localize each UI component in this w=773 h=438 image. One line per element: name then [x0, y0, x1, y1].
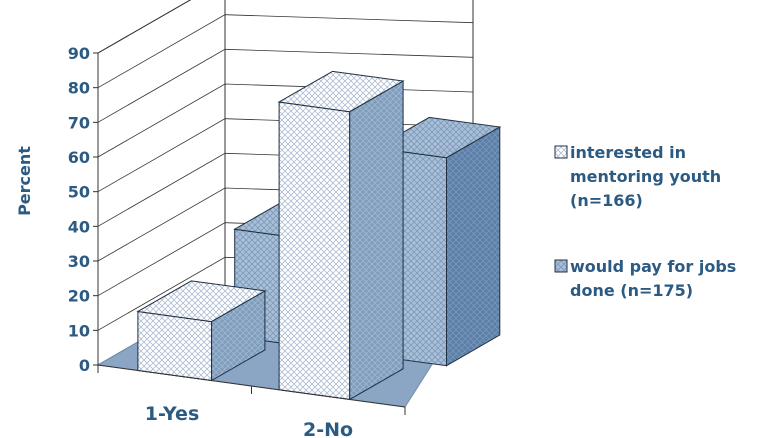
gridline — [97, 14, 474, 89]
axes — [93, 52, 406, 415]
y-tick-label: 60 — [68, 148, 90, 167]
bar-1-2-no — [277, 70, 405, 401]
bar-front-face — [137, 310, 213, 382]
bar-top-face — [374, 116, 502, 159]
y-tick-label: 40 — [68, 217, 90, 236]
legend-swatch — [554, 145, 568, 159]
bar-1-1-yes — [136, 280, 267, 382]
bar-side-face — [349, 80, 404, 401]
y-axis-label: Percent — [15, 146, 34, 216]
y-tick-label: 70 — [68, 113, 90, 132]
bars — [136, 70, 502, 401]
legend-label: (n=166) — [570, 191, 643, 210]
x-tick-label: 2-No — [303, 419, 353, 438]
legend-item: interested in mentoring youth (n=166) — [554, 143, 721, 210]
y-tick-label: 10 — [68, 321, 90, 340]
legend-label: interested in — [570, 143, 686, 162]
y-tick-label: 30 — [68, 252, 90, 271]
x-tick-label: 1-Yes — [145, 403, 200, 425]
category-labels: 1-Yes 2-No — [145, 403, 353, 438]
legend-swatch — [554, 259, 568, 273]
y-tick-label: 20 — [68, 287, 90, 306]
legend-item: would pay for jobs done (n=175) — [554, 257, 736, 300]
legend-label: would pay for jobs — [570, 257, 736, 276]
y-tick-labels: 0 10 20 30 40 50 60 70 80 90 — [68, 44, 90, 375]
legend: interested in mentoring youth (n=166) would… — [554, 143, 736, 300]
legend-label: mentoring youth — [570, 167, 721, 186]
y-tick-label: 50 — [68, 183, 90, 202]
y-tick-label: 80 — [68, 79, 90, 98]
y-tick-label: 0 — [79, 356, 90, 375]
bar-front-face — [278, 101, 351, 400]
bar-top-face — [277, 70, 405, 113]
y-tick-label: 90 — [68, 44, 90, 63]
bar-side-face — [446, 126, 501, 367]
bar-top-face — [136, 280, 267, 323]
gridline — [97, 48, 474, 123]
gridline — [97, 0, 192, 54]
legend-label: done (n=175) — [570, 281, 693, 300]
